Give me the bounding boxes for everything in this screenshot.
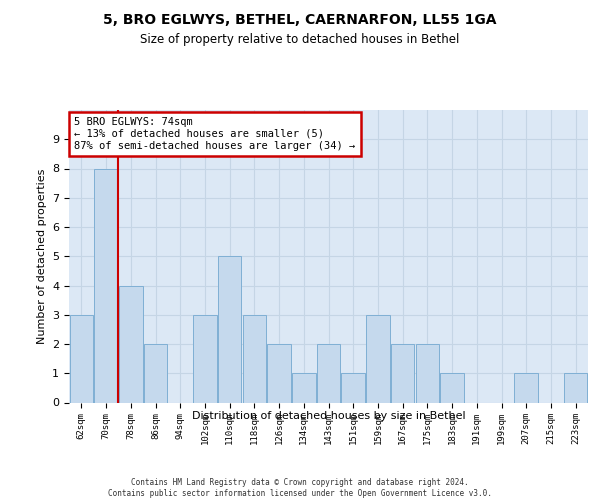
Y-axis label: Number of detached properties: Number of detached properties [37, 168, 47, 344]
Bar [440, 373, 464, 402]
Bar [366, 315, 389, 402]
Bar [268, 344, 291, 403]
Bar [416, 344, 439, 403]
Text: Contains HM Land Registry data © Crown copyright and database right 2024.
Contai: Contains HM Land Registry data © Crown c… [108, 478, 492, 498]
Bar [193, 315, 217, 402]
Bar [94, 168, 118, 402]
Bar [144, 344, 167, 403]
Bar [564, 373, 587, 402]
Bar [341, 373, 365, 402]
Bar [119, 286, 143, 403]
Bar [218, 256, 241, 402]
Bar [391, 344, 415, 403]
Bar [292, 373, 316, 402]
Text: Distribution of detached houses by size in Bethel: Distribution of detached houses by size … [192, 411, 466, 421]
Bar [242, 315, 266, 402]
Text: 5 BRO EGLWYS: 74sqm
← 13% of detached houses are smaller (5)
87% of semi-detache: 5 BRO EGLWYS: 74sqm ← 13% of detached ho… [74, 118, 355, 150]
Text: 5, BRO EGLWYS, BETHEL, CAERNARFON, LL55 1GA: 5, BRO EGLWYS, BETHEL, CAERNARFON, LL55 … [103, 12, 497, 26]
Text: Size of property relative to detached houses in Bethel: Size of property relative to detached ho… [140, 32, 460, 46]
Bar [70, 315, 93, 402]
Bar [317, 344, 340, 403]
Bar [514, 373, 538, 402]
